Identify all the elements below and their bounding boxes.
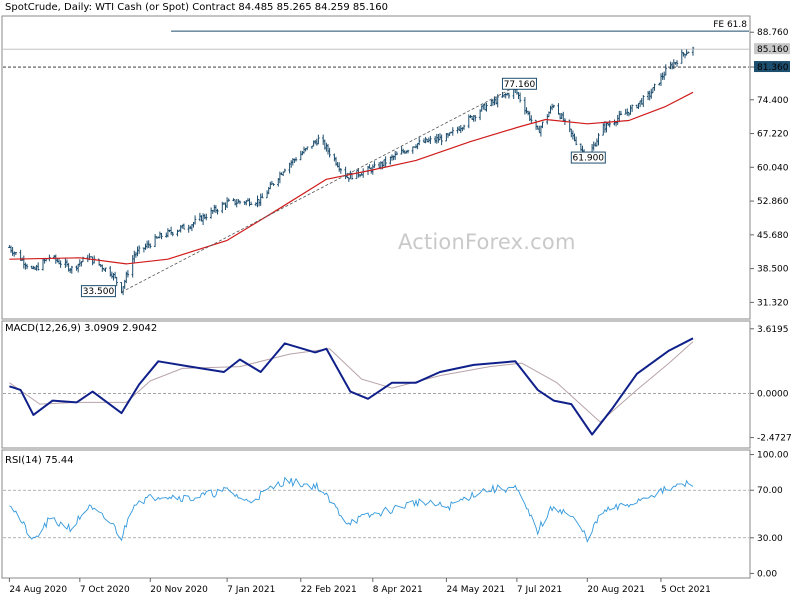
chart-title: SpotCrude, Daily: WTI Cash (or Spot) Con… [5, 2, 388, 13]
rsi-axis-tick-label: 30.00 [757, 534, 783, 544]
annotation-high-label-box [501, 77, 537, 90]
annotation-low-label: 61.900 [573, 154, 605, 164]
support-price-tag: 81.360 [757, 63, 789, 73]
x-axis-tick-label: 24 Aug 2020 [9, 585, 67, 595]
price-series [8, 46, 695, 296]
rsi-axis-tick-label: 100.00 [757, 451, 789, 461]
current-price-tag: 85.160 [757, 45, 789, 55]
x-axis-tick-label: 8 Apr 2021 [373, 585, 423, 595]
annotation-high-label: 77.160 [504, 80, 536, 90]
x-axis-tick-label: 7 Jul 2021 [517, 585, 562, 595]
x-axis-tick-label: 22 Feb 2021 [301, 585, 357, 595]
x-axis-tick-label: 7 Oct 2020 [80, 585, 130, 595]
rsi-series [3, 476, 749, 543]
annotation-low-label-box [570, 151, 606, 164]
x-axis-tick-label: 20 Aug 2021 [587, 585, 645, 595]
price-axis-tick-label: 88.760 [757, 28, 789, 38]
trendline [121, 86, 516, 293]
price-axis-tick-label: 38.500 [757, 265, 789, 275]
sma-line [9, 91, 694, 265]
annotation-start-label-box [80, 285, 116, 298]
fe-label: FE 61.8 [713, 20, 747, 30]
support-price-tag-box [754, 61, 790, 73]
annotation-start-label: 33.500 [83, 287, 115, 297]
x-axis-tick-label: 5 Oct 2021 [661, 585, 711, 595]
price-axis-tick-label: 45.680 [757, 231, 789, 241]
macd-axis-tick-label: 3.6195 [757, 325, 789, 335]
price-axis-tick-label: 67.220 [757, 130, 789, 140]
rsi-panel-frame [1, 449, 751, 579]
x-axis-tick-label: 20 Nov 2020 [150, 585, 208, 595]
rsi-panel-title: RSI(14) 75.44 [5, 455, 74, 466]
price-axis-tick-label: 60.040 [757, 163, 789, 173]
watermark: ActionForex.com [398, 230, 576, 254]
rsi-axis-tick-label: 0.00 [757, 569, 777, 579]
price-overlays: 77.160 61.900 33.500 [3, 30, 749, 298]
x-axis-tick-label: 7 Jan 2021 [227, 585, 275, 595]
price-axis-tick-label: 74.400 [757, 96, 789, 106]
rsi-axis-tick-label: 70.00 [757, 486, 783, 496]
macd-main-line [9, 337, 694, 436]
macd-series [3, 337, 749, 436]
price-axis-tick-label: 52.860 [757, 197, 789, 207]
macd-axis-tick-label: -2.4727 [757, 434, 792, 444]
macd-panel-title: MACD(12,26,9) 3.0909 2.9042 [5, 323, 158, 334]
macd-axis-tick-label: 0.0000 [757, 389, 789, 399]
x-axis-tick-label: 24 May 2021 [446, 585, 505, 595]
macd-signal-line [9, 341, 694, 423]
current-price-tag-box [754, 43, 790, 55]
price-axis-tick-label: 31.320 [757, 298, 789, 308]
rsi-line [9, 476, 694, 543]
axis-labels: 88.760 81.360 74.400 67.220 60.040 52.860 45.6… [8, 20, 792, 595]
macd-panel-frame [1, 320, 751, 449]
